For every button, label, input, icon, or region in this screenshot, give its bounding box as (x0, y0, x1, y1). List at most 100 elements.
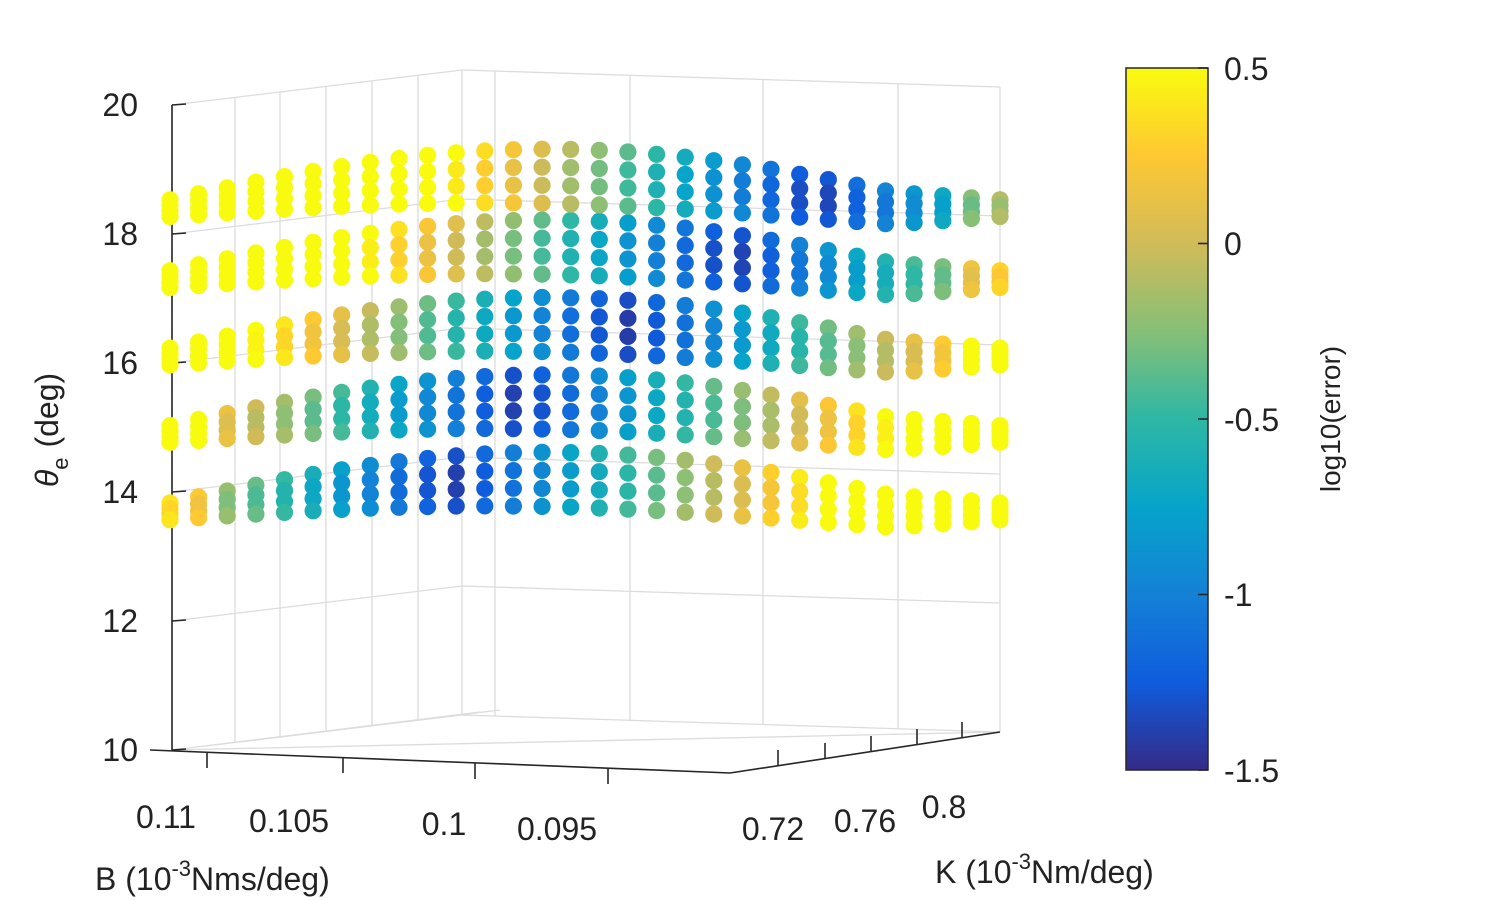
data-point (333, 184, 351, 202)
data-point (447, 215, 465, 233)
b-axis-label: B (10-3Nms/deg) (95, 856, 330, 897)
data-point (762, 206, 780, 224)
data-point (905, 439, 923, 457)
data-point (533, 194, 551, 212)
data-point (791, 468, 809, 487)
data-point (419, 404, 437, 422)
data-point (762, 386, 780, 404)
data-point (304, 270, 322, 288)
data-point (705, 202, 723, 220)
data-point (190, 431, 208, 449)
data-point (533, 288, 551, 307)
data-point (533, 366, 551, 384)
data-point (419, 265, 437, 283)
data-point (762, 494, 780, 512)
data-point (705, 256, 723, 274)
data-point (533, 158, 551, 176)
data-point (504, 141, 522, 159)
data-point (705, 300, 723, 318)
data-point (848, 426, 866, 444)
data-point (791, 194, 809, 212)
data-point (218, 507, 236, 525)
data-point (304, 245, 322, 263)
data-point (791, 314, 809, 332)
data-point (848, 361, 866, 379)
data-point (705, 428, 723, 446)
data-point (275, 349, 294, 367)
data-point (447, 386, 465, 404)
data-point (333, 410, 351, 428)
data-point (762, 246, 780, 265)
data-point (705, 377, 723, 396)
data-point (991, 278, 1009, 297)
data-point (733, 475, 752, 493)
data-point (504, 444, 522, 462)
data-point (304, 311, 322, 329)
data-point (791, 483, 809, 501)
data-point (447, 447, 465, 465)
data-point (476, 385, 494, 403)
b-tick-label: 0.11 (136, 799, 196, 835)
data-point (161, 433, 179, 451)
data-point (676, 148, 694, 166)
data-point (676, 426, 694, 444)
data-point (705, 488, 723, 506)
data-point (934, 212, 952, 230)
data-point (848, 259, 866, 277)
data-point (304, 174, 322, 193)
data-point (676, 271, 694, 289)
data-point (819, 474, 837, 492)
data-point (991, 511, 1009, 529)
data-point (905, 362, 923, 380)
data-point (562, 159, 580, 177)
data-point (161, 356, 179, 374)
data-point (619, 309, 637, 327)
data-point (476, 247, 494, 265)
data-point (619, 500, 637, 518)
data-point (791, 165, 809, 183)
data-point (304, 347, 322, 365)
data-point (447, 248, 465, 266)
data-point (848, 516, 866, 534)
data-point (419, 420, 437, 438)
data-point (361, 379, 379, 397)
data-point (419, 311, 437, 329)
data-point (590, 463, 608, 481)
data-point (733, 459, 752, 477)
data-point (275, 503, 294, 521)
data-point (247, 428, 265, 446)
data-point (419, 162, 437, 180)
data-point (848, 402, 866, 420)
colorbar-tick-label: 0.5 (1224, 51, 1268, 87)
data-point (791, 265, 809, 283)
data-point (619, 482, 637, 500)
data-point (733, 188, 752, 206)
data-point (648, 406, 666, 425)
data-point (361, 153, 379, 171)
data-point (361, 499, 379, 517)
data-point (390, 406, 408, 424)
data-point (733, 320, 752, 338)
data-point (991, 208, 1009, 226)
data-point (275, 200, 294, 218)
data-point (648, 347, 666, 365)
data-point (562, 366, 580, 384)
data-point (934, 515, 952, 533)
k-label-name: K (10 (935, 854, 1011, 890)
data-point (619, 327, 637, 345)
data-point (419, 295, 437, 313)
data-point (791, 391, 809, 409)
data-point (361, 330, 379, 348)
data-point (648, 466, 666, 484)
data-point (819, 423, 837, 441)
data-point (476, 307, 494, 326)
data-point (762, 401, 780, 419)
data-point (791, 497, 809, 515)
data-point (819, 242, 837, 260)
data-point (676, 296, 694, 315)
data-point (762, 339, 780, 357)
data-point (733, 243, 752, 261)
data-point (619, 214, 637, 232)
data-point (447, 194, 465, 212)
grid-line (171, 585, 1001, 622)
